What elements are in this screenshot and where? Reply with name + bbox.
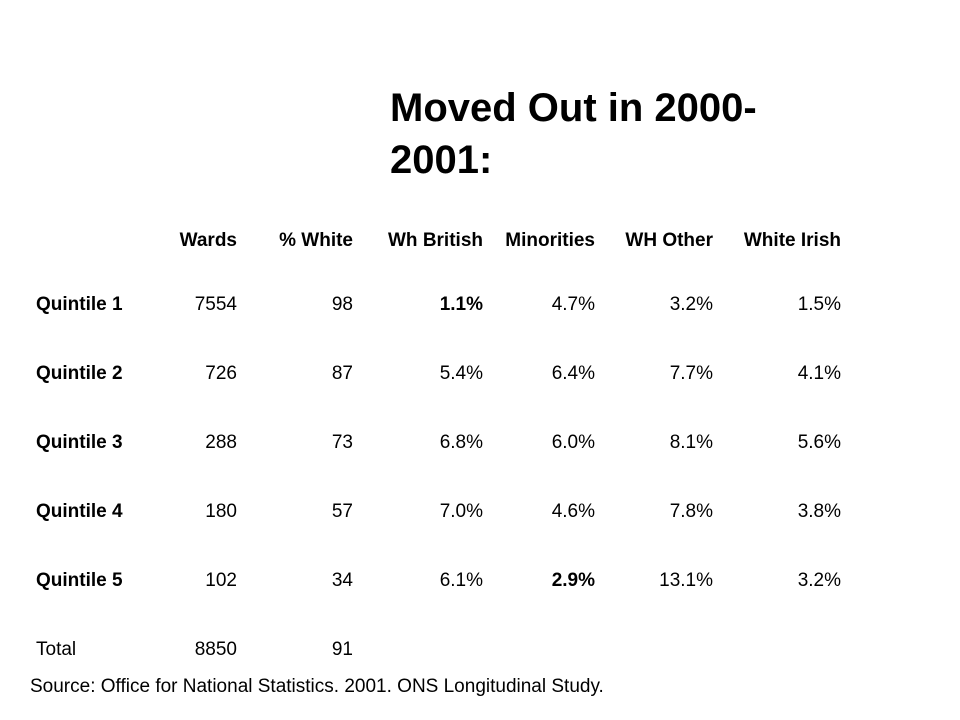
row-label: Quintile 1 — [36, 293, 123, 315]
row-label: Quintile 3 — [36, 431, 123, 453]
column-header-wards: Wards — [179, 230, 237, 251]
row-label: Total — [36, 638, 77, 660]
table-cell — [353, 615, 483, 684]
table-cell: 57 — [331, 500, 353, 522]
table-cell: 288 — [205, 431, 237, 453]
table-cell: 8.1% — [669, 431, 713, 453]
row-label: Quintile 2 — [36, 362, 123, 384]
table-cell: 4.1% — [797, 362, 841, 384]
table-cell: 7.8% — [669, 500, 713, 522]
table-cell: 7554 — [194, 293, 237, 315]
table-cell: 5.6% — [797, 431, 841, 453]
table-cell: 4.7% — [551, 293, 595, 315]
table-cell: 3.2% — [669, 293, 713, 315]
table-cell: 91 — [331, 638, 353, 660]
table-cell: 6.1% — [439, 569, 483, 591]
table-cell: 180 — [205, 500, 237, 522]
column-header-minorities: Minorities — [505, 230, 595, 251]
table-cell: 5.4% — [439, 362, 483, 384]
table-cell: 7.7% — [669, 362, 713, 384]
table-cell — [713, 615, 841, 684]
table-cell: 6.4% — [551, 362, 595, 384]
table-cell: 8850 — [194, 638, 237, 660]
table-cell: 726 — [205, 362, 237, 384]
table-row: Quintile 3 288 73 6.8% 6.0% 8.1% 5.6% — [36, 408, 841, 477]
table-cell: 3.2% — [797, 569, 841, 591]
row-label: Quintile 4 — [36, 500, 123, 522]
table-cell: 87 — [331, 362, 353, 384]
table-cell: 7.0% — [439, 500, 483, 522]
table-cell: 34 — [331, 569, 353, 591]
table-header-row: Wards % White Wh British Minorities WH O… — [36, 212, 841, 270]
column-header-white-irish: White Irish — [743, 230, 841, 251]
table-corner-cell — [36, 212, 141, 270]
table-row: Quintile 1 7554 98 1.1% 4.7% 3.2% 1.5% — [36, 270, 841, 339]
table-cell — [595, 615, 713, 684]
row-label: Quintile 5 — [36, 569, 123, 591]
table-row: Quintile 4 180 57 7.0% 4.6% 7.8% 3.8% — [36, 477, 841, 546]
column-header-pct-white: % White — [279, 230, 353, 251]
table-cell: 13.1% — [659, 569, 713, 591]
table-cell: 2.9% — [551, 569, 595, 591]
column-header-wh-other: WH Other — [625, 230, 713, 251]
table-cell: 4.6% — [551, 500, 595, 522]
table-cell: 1.5% — [797, 293, 841, 315]
table-cell: 6.0% — [551, 431, 595, 453]
table-cell: 1.1% — [439, 293, 483, 315]
data-table: Wards % White Wh British Minorities WH O… — [36, 212, 841, 684]
column-header-wh-british: Wh British — [388, 230, 483, 251]
table-row: Quintile 2 726 87 5.4% 6.4% 7.7% 4.1% — [36, 339, 841, 408]
table-cell: 102 — [205, 569, 237, 591]
table-cell: 98 — [331, 293, 353, 315]
table-cell: 73 — [331, 431, 353, 453]
table-cell: 3.8% — [797, 500, 841, 522]
slide-title: Moved Out in 2000-2001: — [390, 86, 757, 182]
source-note: Source: Office for National Statistics. … — [30, 676, 604, 697]
table-row-total: Total 8850 91 — [36, 615, 841, 684]
table-cell — [483, 615, 595, 684]
table-row: Quintile 5 102 34 6.1% 2.9% 13.1% 3.2% — [36, 546, 841, 615]
table-cell: 6.8% — [439, 431, 483, 453]
